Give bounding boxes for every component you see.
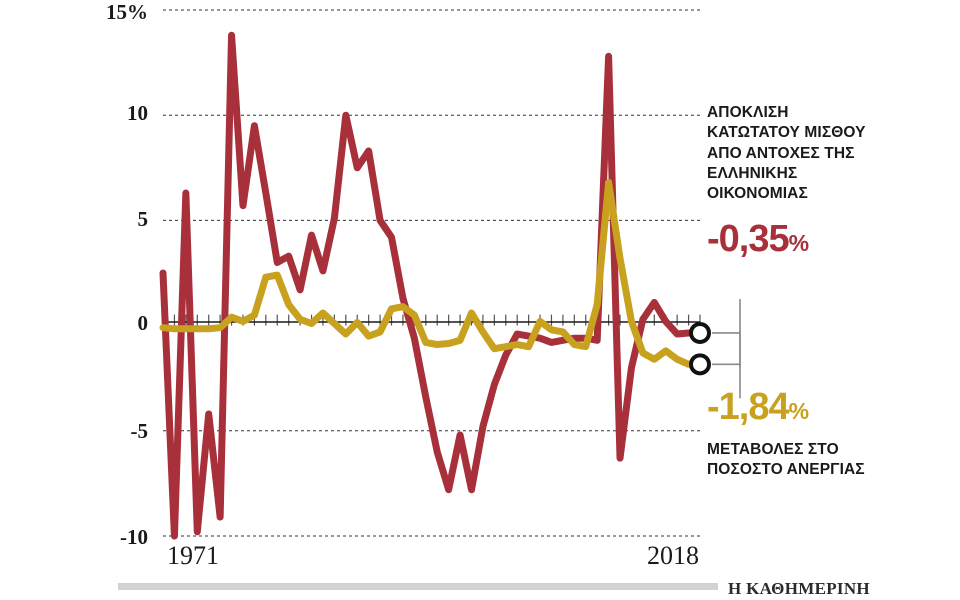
footer-rule [118,583,718,590]
y-axis-label-0: 0 [137,311,149,335]
x-axis-label-start: 1971 [167,541,219,570]
callout-gold-unit: % [788,398,810,424]
endpoint-markers [689,298,741,399]
callout-red-value: -0,35% [707,220,867,260]
x-axis-label-end: 2018 [647,541,699,570]
callout-red-title: ΑΠΟΚΛΙΣΗ ΚΑΤΩΤΑΤΟΥ ΜΙΣΘΟΥ ΑΠΟ ΑΝΤΟΧΕΣ ΤΗ… [707,104,866,203]
callout-red-unit: % [788,230,810,257]
callout-gold: -1,84% ΜΕΤΑΒΟΛΕΣ ΣΤΟ ΠΟΣΟΣΤΟ ΑΝΕΡΓΙΑΣ [707,386,867,480]
y-axis-label-5: 5 [137,207,149,231]
callout-gold-number: -1,84 [707,386,790,428]
footer-brand: Η ΚΑΘΗΜΕΡΙΝΗ [728,579,870,598]
y-axis-label-minus5: -5 [130,419,149,443]
y-axis-label-15: 15% [106,0,148,24]
callout-red-number: -0,35 [707,218,790,261]
callout-gold-value: -1,84% [707,386,867,428]
data-series [159,31,704,540]
y-axis-label-10: 10 [127,101,148,125]
callout-gold-title: ΜΕΤΑΒΟΛΕΣ ΣΤΟ ΠΟΣΟΣΤΟ ΑΝΕΡΓΙΑΣ [707,440,865,479]
y-axis-label-minus10: -10 [120,525,148,549]
callout-red: ΑΠΟΚΛΙΣΗ ΚΑΤΩΤΑΤΟΥ ΜΙΣΘΟΥ ΑΠΟ ΑΝΤΟΧΕΣ ΤΗ… [707,103,867,260]
